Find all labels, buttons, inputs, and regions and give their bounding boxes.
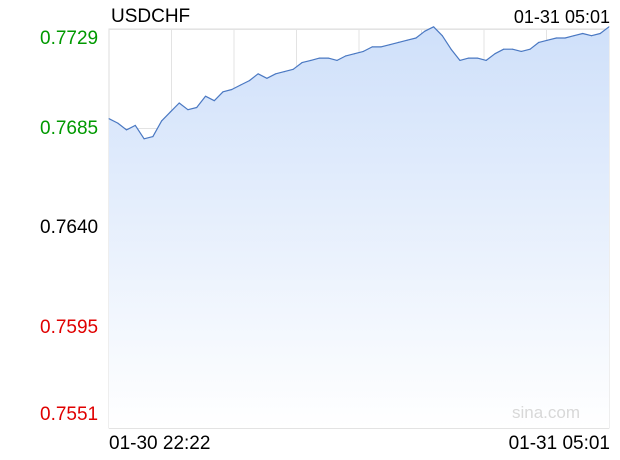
price-point [125, 129, 128, 131]
x-tick-label: 01-31 05:01 [508, 433, 610, 454]
price-point [275, 73, 277, 75]
price-point [538, 41, 540, 44]
price-point [301, 62, 303, 64]
price-point [213, 100, 215, 102]
price-point [547, 39, 549, 41]
symbol-title: USDCHF [111, 6, 191, 27]
price-line [108, 26, 610, 140]
price-point [433, 26, 435, 28]
price-point [476, 57, 478, 59]
price-point [582, 32, 584, 35]
price-point [450, 48, 452, 50]
price-point [599, 32, 601, 35]
price-point [564, 37, 566, 39]
price-point [380, 46, 382, 48]
price-point [371, 46, 373, 48]
price-point [468, 57, 470, 59]
price-point [310, 59, 312, 62]
price-point [161, 120, 163, 122]
price-point [240, 84, 242, 86]
price-point [354, 53, 356, 55]
y-tick-label: 0.7551 [40, 404, 99, 425]
y-tick-label: 0.7595 [40, 317, 99, 338]
price-point [231, 88, 233, 91]
price-point [441, 35, 443, 37]
price-point [327, 57, 329, 59]
y-tick-label: 0.7729 [40, 28, 99, 49]
price-point [406, 39, 408, 41]
price-point [590, 35, 593, 37]
price-point [345, 55, 347, 57]
price-point [362, 50, 364, 53]
price-point [415, 37, 417, 39]
price-point [608, 26, 610, 28]
price-point [573, 35, 575, 37]
price-point [511, 48, 514, 50]
current-time: 01-31 05:01 [513, 7, 610, 27]
price-point [336, 59, 338, 62]
x-tick-label: 01-30 22:22 [109, 433, 211, 454]
price-point [152, 136, 154, 138]
price-point [196, 106, 198, 109]
price-point [248, 80, 250, 82]
price-point [169, 111, 171, 113]
price-point [143, 138, 145, 140]
price-point [424, 30, 426, 32]
price-point [318, 57, 321, 59]
price-point [520, 50, 522, 53]
price-point [187, 109, 189, 111]
price-area-fill [109, 26, 609, 429]
price-point [204, 95, 207, 97]
price-point [283, 71, 285, 73]
price-point [108, 118, 110, 120]
price-point [257, 73, 259, 75]
price-point [134, 124, 136, 126]
price-point [397, 41, 400, 44]
price-point [292, 68, 294, 70]
price-point [222, 91, 224, 93]
y-tick-label: 0.7685 [40, 118, 99, 139]
price-point [485, 59, 487, 62]
price-point [266, 77, 268, 79]
price-point [178, 102, 180, 104]
price-point [529, 48, 531, 50]
price-point [117, 122, 119, 124]
watermark: sina.com [512, 403, 580, 422]
price-point [503, 48, 505, 50]
y-tick-label: 0.7640 [40, 217, 99, 238]
price-point [459, 59, 461, 62]
price-point [555, 37, 558, 39]
price-point [494, 53, 496, 55]
price-point [389, 44, 391, 46]
